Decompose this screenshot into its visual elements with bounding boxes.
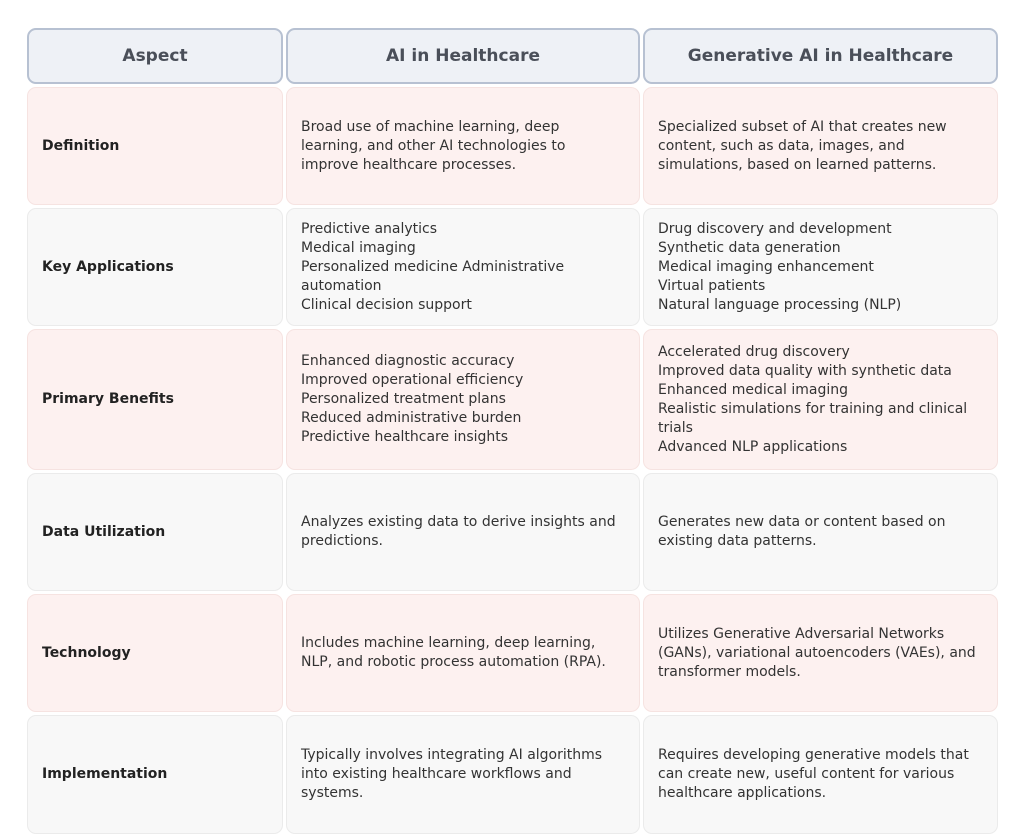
cell-line: Enhanced medical imaging [658,381,848,398]
content-cell: Utilizes Generative Adversarial Networks… [643,594,998,712]
header-cell: AI in Healthcare [286,28,640,84]
content-cell: Predictive analytics Medical imaging Perso… [286,208,640,326]
cell-line: Improved data quality with synthetic dat… [658,362,952,379]
cell-line: Enhanced diagnostic accuracy [301,353,515,369]
cell-line: Natural language processing (NLP) [658,296,902,313]
aspect-cell: Primary Benefits [27,329,283,470]
aspect-cell: Technology [27,594,283,712]
content-cell: Enhanced diagnostic accuracy Improved ope… [286,329,640,470]
header-cell: Generative AI in Healthcare [643,28,998,84]
aspect-cell: Key Applications [27,208,283,326]
comparison-table: Aspect AI in Healthcare Generative AI in H… [27,28,998,834]
cell-line: Utilizes Generative Adversarial Networks… [658,625,976,680]
cell-line: Personalized treatment plans [301,391,506,407]
header-cell: Aspect [27,28,283,84]
cell-line: Improved operational efficiency [301,372,524,388]
cell-line: Predictive healthcare insights [301,429,509,445]
content-cell: Generates new data or content based on e… [643,473,998,591]
cell-line: Accelerated drug discovery [658,343,850,360]
aspect-cell: Implementation [27,715,283,834]
cell-line: Clinical decision support [301,296,472,313]
cell-line: Medical imaging [301,239,416,256]
cell-line: Analyzes existing data to derive insight… [301,514,616,549]
content-cell: Broad use of machine learning, deep lear… [286,87,640,205]
content-cell: Requires developing generative models th… [643,715,998,834]
cell-line: Advanced NLP applications [658,438,848,455]
cell-line: Reduced administrative burden [301,410,522,426]
cell-line: Virtual patients [658,277,766,294]
cell-line: Medical imaging enhancement [658,258,874,275]
content-cell: Typically involves integrating AI algori… [286,715,640,834]
cell-line: Broad use of machine learning, deep lear… [301,118,566,173]
cell-line: Synthetic data generation [658,239,841,256]
cell-line: Specialized subset of AI that creates ne… [658,118,947,173]
content-cell: Analyzes existing data to derive insight… [286,473,640,591]
cell-line: Drug discovery and development [658,220,892,237]
content-cell: Accelerated drug discovery Improved data … [643,329,998,470]
aspect-cell: Definition [27,87,283,205]
aspect-cell: Data Utilization [27,473,283,591]
content-cell: Specialized subset of AI that creates ne… [643,87,998,205]
content-cell: Includes machine learning, deep learning… [286,594,640,712]
content-cell: Drug discovery and development Synthetic … [643,208,998,326]
cell-line: Personalized medicine Administrative aut… [301,258,565,294]
cell-line: Generates new data or content based on e… [658,514,946,549]
cell-line: Realistic simulations for training and c… [658,400,968,436]
cell-line: Typically involves integrating AI algori… [301,747,603,801]
cell-line: Predictive analytics [301,220,438,237]
cell-line: Requires developing generative models th… [658,747,969,801]
cell-line: Includes machine learning, deep learning… [301,635,606,670]
